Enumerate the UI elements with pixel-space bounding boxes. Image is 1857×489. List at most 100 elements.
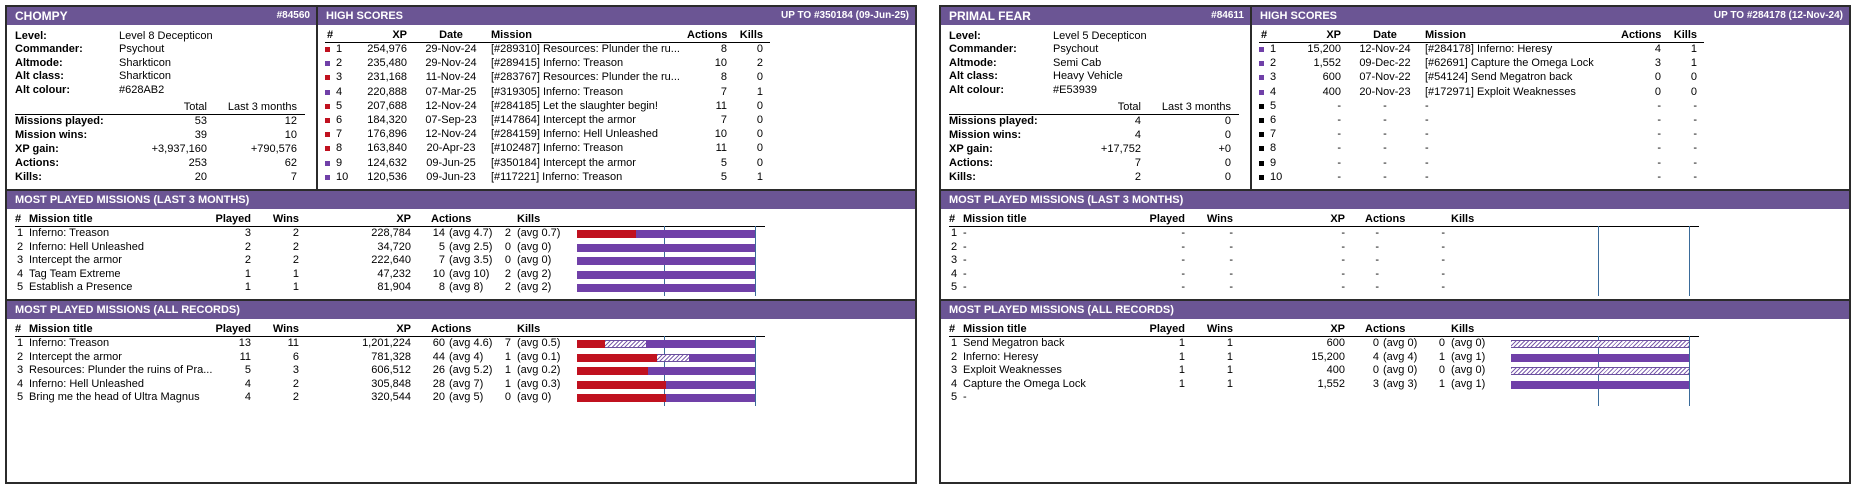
high-scores-title: HIGH SCORES xyxy=(1260,10,1338,22)
stats-total: 7 xyxy=(1134,157,1141,169)
hs-rank-marker xyxy=(325,146,330,151)
mp-kills-avg: (avg 1) xyxy=(1451,377,1486,390)
hs-actions: 3 xyxy=(1654,57,1661,69)
mp-rank: 5 xyxy=(17,281,24,294)
bar-win-segment xyxy=(1511,353,1689,362)
mp-title: Bring me the head of Ultra Magnus xyxy=(29,391,200,404)
mp-underline xyxy=(15,226,765,227)
mp-kills-avg: (avg 0.1) xyxy=(517,350,561,363)
mp-xp: 606,512 xyxy=(371,364,411,377)
mp-xp: 34,720 xyxy=(377,240,411,253)
hs-mission: - xyxy=(1425,142,1429,154)
mission-bar xyxy=(577,270,755,279)
mp-col-rank: # xyxy=(949,323,956,335)
mp-xp: 1,201,224 xyxy=(362,337,411,349)
hs-rank: 4 xyxy=(336,86,343,98)
hs-mission: [#350184] Intercept the armor xyxy=(491,157,636,169)
stats-last3: 62 xyxy=(284,157,297,169)
hs-rank: 5 xyxy=(336,100,343,112)
hs-xp: 254,976 xyxy=(367,43,407,55)
mission-bar xyxy=(577,380,755,389)
mp-kills-avg: (avg 0.5) xyxy=(517,337,561,349)
top-divider xyxy=(1250,7,1252,189)
stats-label: Kills: xyxy=(15,171,42,183)
mp-wins: - xyxy=(1229,281,1233,294)
mp-kills: 1 xyxy=(1438,377,1445,390)
bar-win-segment xyxy=(689,353,755,362)
bar-hatch-segment xyxy=(657,353,689,362)
mp-col-actions: Actions xyxy=(431,213,472,225)
info-value: Sharkticon xyxy=(119,57,171,69)
mp-xp: 320,544 xyxy=(371,391,411,404)
stats-last3: 0 xyxy=(1224,171,1231,183)
mp-played: 1 xyxy=(1178,377,1185,390)
stats-label: Missions played: xyxy=(15,115,104,127)
hs-kills: 0 xyxy=(1690,71,1697,83)
bar-gridline xyxy=(1598,226,1599,296)
mp-kills-avg: (avg 0) xyxy=(1451,364,1486,377)
hs-date: 20-Nov-23 xyxy=(1359,86,1411,98)
mp-title: - xyxy=(963,281,967,294)
bar-hatch-segment xyxy=(1511,367,1689,376)
hs-mission: [#289415] Inferno: Treason xyxy=(491,57,624,69)
hs-kills: 1 xyxy=(756,171,763,183)
mp-kills: 0 xyxy=(1438,364,1445,377)
hs-kills: 1 xyxy=(1690,57,1697,69)
mp-played: - xyxy=(1181,240,1185,253)
hs-actions: 4 xyxy=(1654,43,1661,55)
hs-actions: 11 xyxy=(715,100,727,112)
mp-wins: 1 xyxy=(292,281,299,294)
mp-played: 13 xyxy=(238,337,251,349)
hs-date: 12-Nov-24 xyxy=(1359,43,1411,55)
info-value: Level 8 Decepticon xyxy=(119,30,213,42)
hs-actions: - xyxy=(1657,128,1661,140)
hs-col-mission: Mission xyxy=(1425,29,1466,41)
mp-wins: - xyxy=(1229,267,1233,280)
hs-date: - xyxy=(1383,100,1387,112)
mp-actions: 3 xyxy=(1372,377,1379,390)
mp-title: Capture the Omega Lock xyxy=(963,377,1086,390)
mp-xp: 600 xyxy=(1326,337,1345,349)
mpall-title: MOST PLAYED MISSIONS (ALL RECORDS) xyxy=(15,304,240,316)
mp-actions-avg: (avg 4) xyxy=(1383,350,1418,363)
bar-loss-segment xyxy=(577,394,666,403)
mp-title: Resources: Plunder the ruins of Pra... xyxy=(29,364,213,377)
hs-actions: - xyxy=(1657,114,1661,126)
mp-played: 1 xyxy=(244,281,251,294)
mp-kills: - xyxy=(1441,254,1445,267)
hs-rank-marker xyxy=(325,90,330,95)
mp-col-played: Played xyxy=(215,213,251,225)
mp-kills: - xyxy=(1441,267,1445,280)
hs-date: 07-Nov-22 xyxy=(1359,71,1411,83)
mp-played: 3 xyxy=(244,227,251,239)
hs-mission: - xyxy=(1425,171,1429,183)
mp-rank: 4 xyxy=(951,377,958,390)
stats-total-header: Total xyxy=(1117,101,1141,113)
hs-rank: 2 xyxy=(336,57,343,69)
hs-kills: 0 xyxy=(756,157,763,169)
hs-col-kills: Kills xyxy=(1673,29,1697,41)
mp-col-xp: XP xyxy=(1330,323,1345,335)
mp-played: - xyxy=(1181,227,1185,239)
hs-xp: - xyxy=(1337,142,1341,154)
hs-rank: 6 xyxy=(1270,114,1277,126)
hs-col-rank: # xyxy=(327,29,334,41)
player-name: PRIMAL FEAR xyxy=(949,9,1031,23)
mp-kills-avg: (avg 0.7) xyxy=(517,227,561,239)
hs-mission: [#289310] Resources: Plunder the ru... xyxy=(491,43,680,55)
mp-actions: 5 xyxy=(438,240,445,253)
hs-rank-marker xyxy=(1259,132,1264,137)
mp-rank: 5 xyxy=(951,391,958,404)
mp-kills-avg: (avg 2) xyxy=(517,281,552,294)
mission-bar xyxy=(577,367,755,376)
mp-wins: - xyxy=(1229,240,1233,253)
mp-actions-avg: (avg 2.5) xyxy=(449,240,493,253)
mp-rank: 3 xyxy=(951,364,958,377)
hs-xp: - xyxy=(1337,171,1341,183)
mp-played: - xyxy=(1181,281,1185,294)
stats-total: 2 xyxy=(1134,171,1141,183)
hs-xp: 163,840 xyxy=(367,142,407,154)
info-label: Level: xyxy=(15,30,47,42)
mp-wins: 1 xyxy=(1226,364,1233,377)
mp-col-played: Played xyxy=(1149,323,1185,335)
